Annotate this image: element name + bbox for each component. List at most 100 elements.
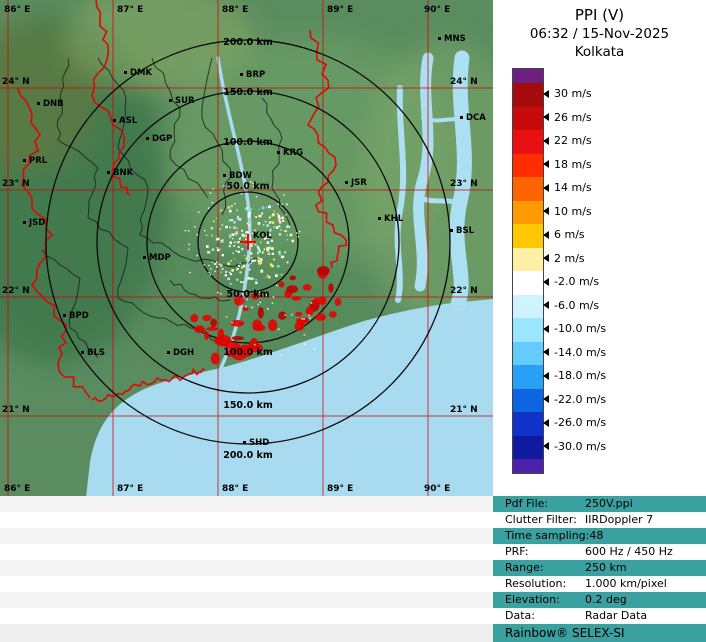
- legend-tick-icon: [543, 160, 549, 169]
- metadata-row: PRF: 600 Hz / 450 Hz: [493, 544, 706, 560]
- station-markers: MNS DMK BRP SUR DNB ASL DGP KRG PRL BNK BDW JSR DCA K…: [23, 34, 486, 448]
- legend-tick-icon: [543, 89, 549, 98]
- legend-swatch: [513, 224, 543, 248]
- station-dot: [460, 116, 463, 119]
- legend-swatch: [513, 318, 543, 342]
- legend-entry: -18.0 m/s: [543, 369, 606, 383]
- legend-value-label: 10 m/s: [554, 204, 592, 218]
- metadata-row: Resolution: 1.000 km/pixel: [493, 576, 706, 592]
- legend-swatch: [513, 365, 543, 389]
- legend-tick-icon: [543, 207, 549, 216]
- station-dot: [107, 171, 110, 174]
- legend-value-label: 14 m/s: [554, 181, 592, 195]
- legend-swatch: [513, 83, 543, 107]
- metadata-label: Elevation:: [505, 593, 560, 606]
- range-ring-label: 100.0 km: [223, 137, 273, 148]
- graticule-label: 90° E: [424, 484, 450, 494]
- station-label: DNB: [43, 99, 64, 109]
- metadata-label: Pdf File:: [505, 497, 549, 510]
- legend-entry: -2.0 m/s: [543, 275, 599, 289]
- range-rings: [45, 39, 451, 445]
- metadata-value: 600 Hz / 450 Hz: [585, 545, 673, 558]
- legend-swatch: [513, 294, 543, 318]
- station-label: MNS: [444, 34, 466, 44]
- station-dot: [113, 119, 116, 122]
- legend-swatch: [513, 435, 543, 459]
- ppi-display: 200.0 km 150.0 km 100.0 km 50.0 km 50.0 km 10…: [0, 0, 530, 497]
- station-dot: [23, 221, 26, 224]
- station-label: DCA: [466, 113, 486, 123]
- station-label: KRG: [283, 148, 303, 158]
- blank-row: [0, 592, 493, 608]
- station-label: JSR: [350, 178, 367, 188]
- graticule-label: 24° N: [450, 77, 478, 87]
- bay-of-bengal: [86, 299, 493, 497]
- legend-entry: -22.0 m/s: [543, 392, 606, 406]
- metadata-row: Clutter Filter: IIRDoppler 7: [493, 512, 706, 528]
- metadata-label: Resolution:: [505, 577, 567, 590]
- legend-tick-icon: [543, 113, 549, 122]
- station-dot: [438, 37, 441, 40]
- legend-value-label: -26.0 m/s: [554, 416, 607, 430]
- station-dot: [37, 102, 40, 105]
- legend-value-label: 22 m/s: [554, 134, 592, 148]
- legend-tick-icon: [543, 418, 549, 427]
- station-label: MDP: [149, 253, 171, 263]
- metadata-label: Clutter Filter:: [505, 513, 577, 526]
- legend-entry: 6 m/s: [543, 228, 585, 242]
- legend-value-label: 6 m/s: [554, 228, 585, 242]
- station-dot: [277, 151, 280, 154]
- legend-swatch: [513, 200, 543, 224]
- range-ring-label: 200.0 km: [223, 450, 273, 461]
- legend-tick-icon: [543, 277, 549, 286]
- metadata-row: Range: 250 km: [493, 560, 706, 576]
- station-dot: [167, 351, 170, 354]
- station-label: SHD: [249, 438, 269, 448]
- metadata-row: Time sampling:48: [493, 528, 706, 544]
- graticule-label: 24° N: [2, 77, 30, 87]
- legend-value-label: -18.0 m/s: [554, 369, 607, 383]
- metadata-value: 250 km: [585, 561, 627, 574]
- strong-echo-blobs: [190, 266, 342, 365]
- legend-entry: 30 m/s: [543, 87, 592, 101]
- legend-value-label: -10.0 m/s: [554, 322, 607, 336]
- legend-tick-icon: [543, 301, 549, 310]
- legend-swatch: [513, 341, 543, 365]
- blank-row: [0, 608, 493, 624]
- station-label: DGP: [152, 134, 172, 144]
- info-panel: PPI (V) 06:32 / 15-Nov-2025 Kolkata 30 m…: [493, 0, 706, 642]
- legend-entry: -30.0 m/s: [543, 439, 606, 453]
- station-dot: [63, 314, 66, 317]
- graticule-label: 23° N: [2, 179, 30, 189]
- graticule-label: 86° E: [4, 484, 30, 494]
- legend-entry: 18 m/s: [543, 157, 592, 171]
- station-dot: [23, 159, 26, 162]
- station-dot: [450, 229, 453, 232]
- station-dot: [143, 256, 146, 259]
- metadata-value: 250V.ppi: [585, 497, 633, 510]
- station-label: BLS: [87, 348, 105, 358]
- station-dot: [124, 71, 127, 74]
- legend-cap-bottom: [513, 459, 543, 473]
- metadata-row: Elevation: 0.2 deg: [493, 592, 706, 608]
- legend-tick-icon: [543, 254, 549, 263]
- blank-row: [0, 496, 493, 512]
- legend-tick-icon: [543, 395, 549, 404]
- legend-entry: 10 m/s: [543, 204, 592, 218]
- station-dot: [169, 99, 172, 102]
- graticule-label: 87° E: [117, 484, 143, 494]
- legend-swatch: [513, 153, 543, 177]
- range-ring-label: 50.0 km: [227, 181, 270, 192]
- legend-cap-top: [513, 69, 543, 83]
- graticule-label: 88° E: [222, 484, 248, 494]
- radar-map: 200.0 km 150.0 km 100.0 km 50.0 km 50.0 km 10…: [0, 0, 530, 497]
- legend-swatch: [513, 247, 543, 271]
- blank-row: [0, 576, 493, 592]
- legend-value-label: -2.0 m/s: [554, 275, 600, 289]
- blank-row: [0, 544, 493, 560]
- station-label: BPD: [69, 311, 89, 321]
- graticule-label: 87° E: [117, 5, 143, 15]
- legend-value-label: 2 m/s: [554, 251, 585, 265]
- range-ring-label: 150.0 km: [223, 87, 273, 98]
- metadata-row: Data: Radar Data: [493, 608, 706, 624]
